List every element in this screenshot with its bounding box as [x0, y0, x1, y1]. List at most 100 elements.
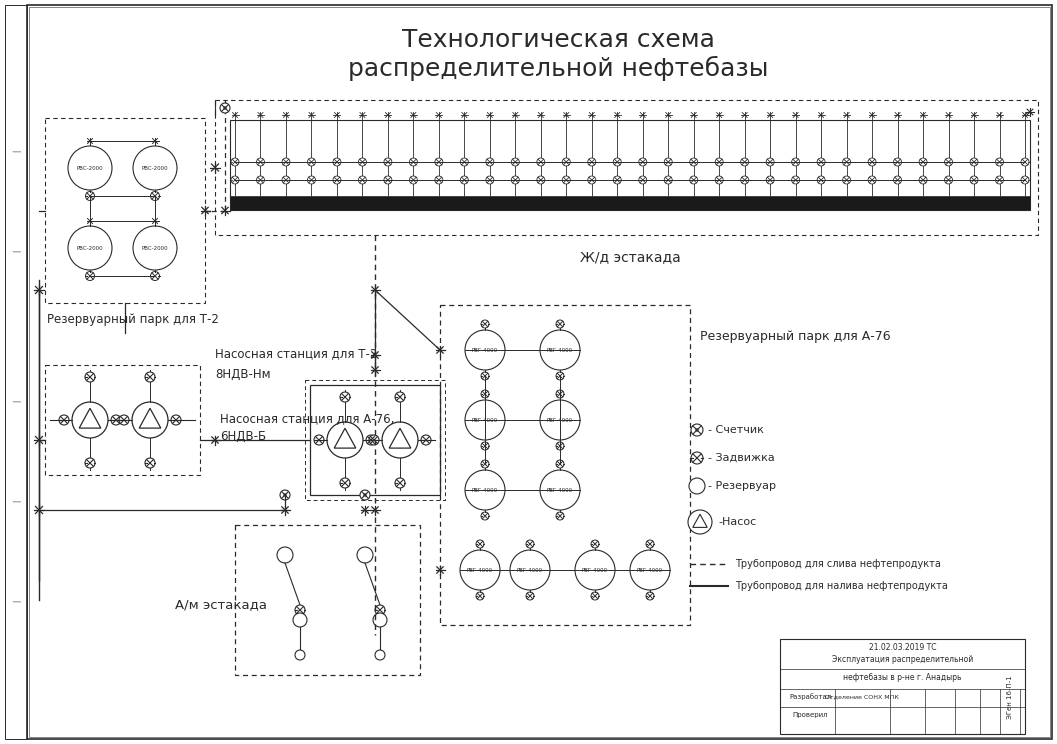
Circle shape: [691, 424, 703, 436]
Text: РВГ-4000: РВГ-4000: [471, 347, 498, 353]
Text: РВС-2000: РВС-2000: [142, 165, 168, 170]
Text: РВГ-4000: РВГ-4000: [546, 417, 573, 423]
Circle shape: [481, 512, 489, 520]
Text: Технологическая схема: Технологическая схема: [402, 28, 715, 52]
Circle shape: [996, 176, 1003, 184]
Circle shape: [476, 540, 484, 548]
Text: РВС-2000: РВС-2000: [142, 246, 168, 251]
Circle shape: [476, 592, 484, 600]
Circle shape: [461, 176, 468, 184]
Circle shape: [556, 442, 564, 450]
Circle shape: [150, 272, 160, 280]
Circle shape: [340, 478, 350, 488]
Text: Эксплуатация распределительной: Эксплуатация распределительной: [832, 655, 973, 664]
Circle shape: [562, 176, 571, 184]
Circle shape: [613, 158, 622, 166]
Circle shape: [283, 493, 286, 496]
Circle shape: [512, 158, 519, 166]
Text: РВГ-4000: РВГ-4000: [517, 568, 543, 572]
Circle shape: [537, 176, 544, 184]
Circle shape: [231, 158, 239, 166]
Circle shape: [842, 176, 851, 184]
Circle shape: [556, 390, 564, 398]
Circle shape: [996, 158, 1003, 166]
Bar: [440, 305, 690, 625]
Circle shape: [512, 176, 519, 184]
Circle shape: [434, 158, 443, 166]
Circle shape: [486, 158, 494, 166]
Circle shape: [481, 460, 489, 468]
Circle shape: [111, 415, 120, 425]
Circle shape: [465, 400, 505, 440]
Circle shape: [970, 158, 978, 166]
Circle shape: [481, 390, 489, 398]
Circle shape: [293, 613, 307, 627]
Circle shape: [68, 146, 112, 190]
Text: РВГ-4000: РВГ-4000: [546, 487, 573, 493]
Bar: [5, 5, 27, 739]
Circle shape: [920, 158, 927, 166]
Circle shape: [358, 176, 367, 184]
Circle shape: [696, 429, 699, 432]
Circle shape: [133, 226, 177, 270]
Circle shape: [588, 158, 596, 166]
Text: │: │: [12, 598, 20, 602]
Circle shape: [526, 540, 534, 548]
Text: Насосная станция для Т-2: Насосная станция для Т-2: [215, 347, 377, 360]
Text: А/м эстакада: А/м эстакада: [175, 598, 267, 612]
Circle shape: [308, 176, 315, 184]
Text: 8НДВ-Нм: 8НДВ-Нм: [215, 368, 271, 381]
Text: │: │: [12, 498, 20, 502]
Text: РВГ-4000: РВГ-4000: [471, 487, 498, 493]
Circle shape: [282, 176, 290, 184]
Circle shape: [465, 470, 505, 510]
Bar: [310, 385, 440, 495]
Circle shape: [171, 415, 181, 425]
Circle shape: [540, 470, 580, 510]
Circle shape: [540, 330, 580, 370]
Text: РВГ-4000: РВГ-4000: [467, 568, 493, 572]
Circle shape: [460, 550, 500, 590]
Circle shape: [792, 176, 800, 184]
Text: │: │: [12, 398, 20, 402]
Circle shape: [664, 158, 672, 166]
Text: Резервуарный парк для А-76: Резервуарный парк для А-76: [700, 330, 891, 343]
Text: Трубопровод для слива нефтепродукта: Трубопровод для слива нефтепродукта: [735, 559, 941, 569]
Circle shape: [220, 103, 230, 113]
Text: Проверил: Проверил: [792, 712, 828, 718]
Text: Отделение СОНХ МПК: Отделение СОНХ МПК: [826, 694, 898, 699]
Circle shape: [409, 176, 418, 184]
Circle shape: [664, 176, 672, 184]
Circle shape: [688, 510, 712, 534]
Circle shape: [766, 176, 774, 184]
Circle shape: [395, 478, 405, 488]
Circle shape: [59, 415, 69, 425]
Circle shape: [481, 372, 489, 380]
Circle shape: [72, 402, 108, 438]
Circle shape: [119, 415, 129, 425]
Circle shape: [150, 191, 160, 200]
Circle shape: [231, 176, 239, 184]
Circle shape: [375, 650, 385, 660]
Circle shape: [868, 158, 876, 166]
Text: 6НДВ-Б: 6НДВ-Б: [220, 430, 266, 443]
Circle shape: [421, 435, 431, 445]
Circle shape: [646, 540, 654, 548]
Circle shape: [333, 176, 341, 184]
Circle shape: [409, 158, 418, 166]
Bar: [45, 365, 200, 475]
Text: - Резервуар: - Резервуар: [708, 481, 776, 491]
Circle shape: [486, 176, 494, 184]
Circle shape: [481, 442, 489, 450]
Text: РВГ-4000: РВГ-4000: [546, 347, 573, 353]
Text: -Насос: -Насос: [718, 517, 756, 527]
Circle shape: [373, 613, 387, 627]
Circle shape: [295, 605, 305, 615]
Text: РВС-2000: РВС-2000: [77, 246, 104, 251]
Text: - Счетчик: - Счетчик: [708, 425, 764, 435]
Circle shape: [364, 493, 367, 496]
Circle shape: [575, 550, 615, 590]
Circle shape: [282, 158, 290, 166]
Circle shape: [68, 226, 112, 270]
Circle shape: [792, 158, 800, 166]
